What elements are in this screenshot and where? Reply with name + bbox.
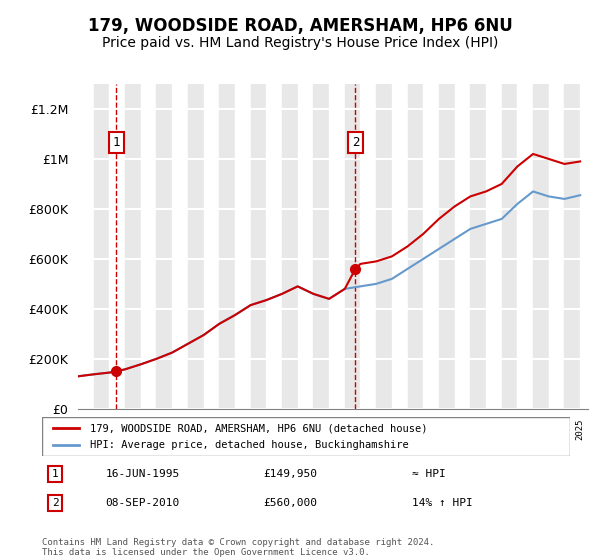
Bar: [251, 84, 266, 409]
Bar: [125, 84, 141, 409]
Text: 14% ↑ HPI: 14% ↑ HPI: [412, 498, 472, 508]
FancyBboxPatch shape: [42, 417, 570, 456]
Bar: [109, 84, 125, 409]
Bar: [329, 84, 345, 409]
Bar: [109, 84, 125, 409]
Text: Price paid vs. HM Land Registry's House Price Index (HPI): Price paid vs. HM Land Registry's House …: [102, 36, 498, 50]
Text: Contains HM Land Registry data © Crown copyright and database right 2024.
This d: Contains HM Land Registry data © Crown c…: [42, 538, 434, 557]
Bar: [549, 84, 565, 409]
Bar: [141, 84, 157, 409]
Text: 2: 2: [352, 136, 359, 149]
Bar: [455, 84, 470, 409]
Text: 179, WOODSIDE ROAD, AMERSHAM, HP6 6NU (detached house): 179, WOODSIDE ROAD, AMERSHAM, HP6 6NU (d…: [89, 423, 427, 433]
Bar: [203, 84, 219, 409]
Bar: [596, 84, 600, 409]
Bar: [392, 84, 407, 409]
Bar: [580, 84, 596, 409]
Bar: [235, 84, 251, 409]
Bar: [533, 84, 549, 409]
Bar: [266, 84, 282, 409]
Bar: [78, 84, 94, 409]
Bar: [298, 84, 313, 409]
Text: 2: 2: [52, 498, 59, 508]
Bar: [502, 84, 517, 409]
Bar: [580, 84, 596, 409]
Bar: [361, 84, 376, 409]
Bar: [298, 84, 313, 409]
Bar: [517, 84, 533, 409]
Bar: [423, 84, 439, 409]
Text: 08-SEP-2010: 08-SEP-2010: [106, 498, 179, 508]
Bar: [266, 84, 282, 409]
Bar: [361, 84, 376, 409]
Text: £560,000: £560,000: [264, 498, 318, 508]
Text: ≈ HPI: ≈ HPI: [412, 469, 445, 479]
Bar: [549, 84, 565, 409]
Bar: [517, 84, 533, 409]
Bar: [235, 84, 251, 409]
Bar: [282, 84, 298, 409]
Bar: [203, 84, 219, 409]
Bar: [329, 84, 345, 409]
Text: HPI: Average price, detached house, Buckinghamshire: HPI: Average price, detached house, Buck…: [89, 440, 408, 450]
Bar: [313, 84, 329, 409]
Bar: [407, 84, 423, 409]
Bar: [219, 84, 235, 409]
Bar: [376, 84, 392, 409]
Bar: [345, 84, 361, 409]
Bar: [94, 84, 109, 409]
Text: 1: 1: [113, 136, 120, 149]
Bar: [392, 84, 407, 409]
Bar: [486, 84, 502, 409]
Bar: [141, 84, 157, 409]
Text: 1: 1: [52, 469, 59, 479]
Bar: [486, 84, 502, 409]
Bar: [565, 84, 580, 409]
Bar: [78, 84, 94, 409]
Bar: [439, 84, 455, 409]
Bar: [423, 84, 439, 409]
Text: £149,950: £149,950: [264, 469, 318, 479]
Bar: [470, 84, 486, 409]
Bar: [157, 84, 172, 409]
Bar: [172, 84, 188, 409]
Text: 179, WOODSIDE ROAD, AMERSHAM, HP6 6NU: 179, WOODSIDE ROAD, AMERSHAM, HP6 6NU: [88, 17, 512, 35]
Bar: [188, 84, 203, 409]
Text: 16-JUN-1995: 16-JUN-1995: [106, 469, 179, 479]
Bar: [455, 84, 470, 409]
Bar: [172, 84, 188, 409]
